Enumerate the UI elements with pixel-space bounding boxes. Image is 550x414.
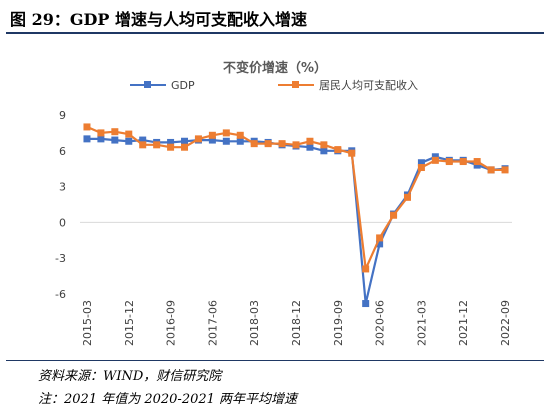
data-point: [362, 265, 370, 273]
x-tick-label: 2015-12: [123, 300, 136, 346]
data-point: [376, 234, 384, 242]
data-point: [348, 149, 356, 157]
data-point: [487, 166, 495, 174]
data-point: [181, 137, 189, 145]
data-point: [320, 147, 328, 155]
data-point: [473, 158, 481, 166]
y-tick-label: -6: [55, 288, 66, 301]
data-point: [125, 130, 133, 138]
legend-gdp: GDP: [130, 79, 195, 92]
data-point: [390, 211, 398, 219]
series-income: [83, 123, 509, 273]
title-rule: [6, 32, 544, 34]
source-note: 资料来源：WIND，财信研究院: [38, 369, 222, 384]
data-point: [167, 143, 175, 151]
series-line: [87, 137, 506, 305]
data-point: [139, 136, 147, 144]
series-layer: [83, 123, 509, 308]
x-tick-label: 2021-12: [457, 300, 470, 346]
data-point: [194, 135, 202, 143]
x-tick-label: 2018-03: [248, 300, 261, 346]
y-tick-label: 3: [59, 181, 66, 194]
data-point: [83, 123, 91, 131]
data-point: [403, 193, 411, 201]
legend-income-label: 居民人均可支配收入: [319, 78, 418, 92]
data-point: [501, 166, 509, 174]
data-point: [111, 128, 119, 136]
y-tick-label: -3: [55, 252, 66, 265]
data-point: [83, 135, 91, 143]
data-point: [417, 159, 425, 167]
x-tick-label: 2020-06: [374, 300, 387, 346]
data-point: [320, 141, 328, 149]
data-point: [431, 156, 439, 164]
data-point: [97, 135, 105, 143]
y-tick-label: 0: [59, 216, 66, 229]
data-point: [222, 137, 230, 145]
data-point: [222, 129, 230, 137]
data-point: [431, 153, 439, 161]
legend-income-marker: [292, 81, 299, 88]
x-tick-label: 2018-12: [290, 300, 303, 346]
y-tick-label: 6: [59, 145, 66, 158]
y-tick-label: 9: [59, 109, 66, 122]
legend-gdp-marker: [144, 81, 151, 88]
data-point: [376, 240, 384, 248]
data-point: [292, 141, 300, 149]
legend-income: 居民人均可支配收入: [278, 78, 418, 92]
x-tick-label: 2022-09: [499, 300, 512, 346]
data-point: [208, 131, 216, 139]
data-point: [125, 137, 133, 145]
data-point: [181, 143, 189, 151]
data-point: [153, 141, 161, 149]
chart-title: 不变价增速（%）: [223, 60, 327, 76]
data-point: [334, 146, 342, 154]
data-point: [167, 138, 175, 146]
figure-title: 图 29：GDP 增速与人均可支配收入增速: [10, 10, 307, 29]
data-point: [236, 131, 244, 139]
x-axis: 2015-03 2015-12 2016-09 2017-06 2018-03 2018-…: [81, 300, 512, 346]
data-point: [236, 137, 244, 145]
footer-rule: [6, 360, 544, 361]
data-point: [111, 136, 119, 144]
data-point: [362, 300, 370, 308]
x-tick-label: 2021-03: [415, 300, 428, 346]
legend-gdp-label: GDP: [171, 79, 195, 92]
x-tick-label: 2019-09: [332, 300, 345, 346]
data-point: [97, 129, 105, 137]
y-axis: -6 -3 0 3 6 9: [55, 109, 66, 301]
data-point: [459, 158, 467, 166]
data-point: [306, 137, 314, 145]
data-point: [278, 140, 286, 148]
data-point: [473, 161, 481, 169]
footnote: 注：2021 年值为 2020-2021 两年平均增速: [38, 392, 298, 407]
data-point: [264, 140, 272, 148]
data-point: [139, 141, 147, 149]
data-point: [306, 143, 314, 151]
x-tick-label: 2015-03: [81, 300, 94, 346]
data-point: [250, 140, 258, 148]
legend: GDP 居民人均可支配收入: [130, 78, 418, 92]
x-tick-label: 2017-06: [206, 300, 219, 346]
data-point: [208, 136, 216, 144]
data-point: [417, 164, 425, 172]
x-tick-label: 2016-09: [165, 300, 178, 346]
data-point: [445, 158, 453, 166]
